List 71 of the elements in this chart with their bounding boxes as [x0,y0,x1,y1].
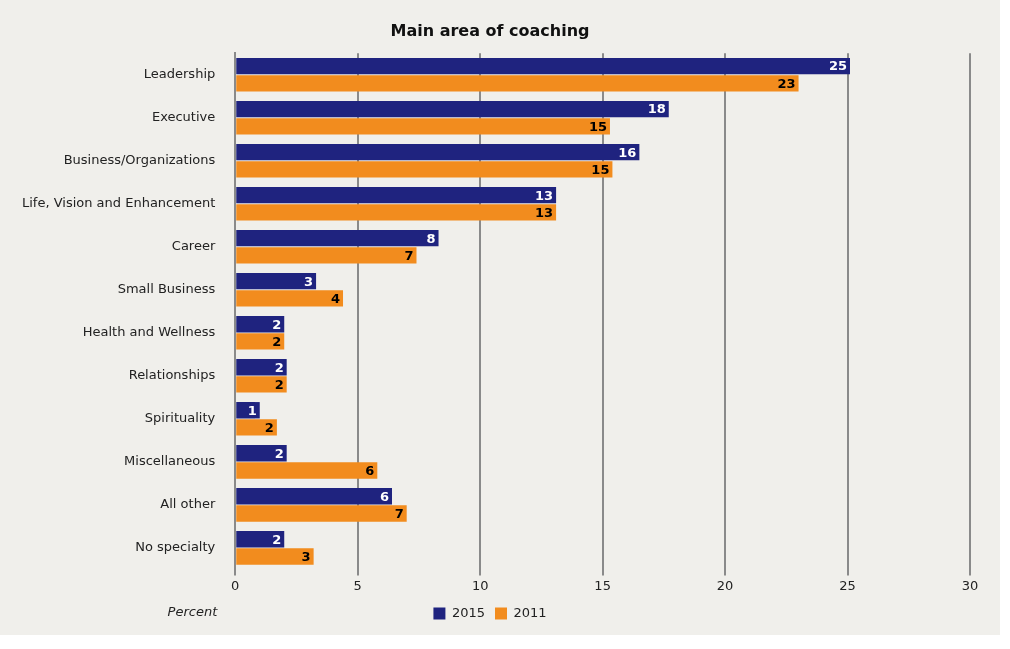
y-tick-label: Health and Wellness [82,324,216,340]
data-label: 3 [304,273,314,289]
bar [236,230,439,247]
data-label: 15 [591,161,610,177]
data-label: 25 [828,58,847,74]
data-label: 13 [535,204,554,220]
y-tick-label: Small Business [117,281,216,297]
bar [236,186,557,204]
bar [236,359,287,376]
bar [236,445,287,462]
bar [236,402,260,419]
x-tick-label: 15 [594,577,611,593]
bar [236,118,610,135]
data-label: 16 [618,144,637,160]
data-label: 1 [247,402,257,418]
bar [236,57,850,75]
bar [236,376,287,393]
bar [236,204,557,221]
y-tick-label: Executive [151,109,216,125]
y-tick-label: Career [171,238,216,254]
data-label: 2 [272,316,282,332]
chart-title: Main area of coaching [390,20,590,40]
data-label: 3 [301,548,311,564]
data-label: 6 [365,462,375,478]
y-tick-label: Life, Vision and Enhancement [21,195,216,211]
data-label: 2 [274,376,284,392]
data-label: 6 [379,488,389,504]
bar [236,419,277,436]
bar [236,100,669,118]
y-tick-label: Leadership [143,66,216,82]
y-tick-label: Relationships [128,367,216,383]
data-label: 2 [274,445,284,461]
y-tick-label: All other [160,496,216,512]
y-tick-label: Business/Organizations [63,152,216,168]
bar [236,548,314,565]
x-tick-label: 0 [231,577,240,593]
bar [236,161,613,178]
bar [236,488,392,505]
x-tick-label: 30 [961,577,979,593]
x-axis-title: Percent [167,604,219,620]
x-tick-label: 5 [353,577,362,593]
data-label: 4 [330,290,341,306]
bar [236,143,640,161]
legend-label: 2011 [513,604,547,620]
data-label: 8 [426,230,436,246]
bar [236,462,378,479]
data-label: 13 [535,187,554,203]
bar [236,531,285,548]
data-label: 18 [647,101,666,117]
data-label: 7 [404,247,414,263]
legend-label: 2015 [451,604,486,620]
data-label: 2 [272,531,282,547]
bar [236,505,407,522]
y-tick-label: Miscellaneous [124,453,216,469]
data-label: 2 [272,333,282,349]
data-label: 7 [394,505,404,521]
x-tick-label: 25 [839,577,856,593]
bar [236,290,344,307]
x-tick-label: 10 [471,577,489,593]
bar [236,75,799,92]
x-tick-label: 20 [716,577,734,593]
data-label: 15 [588,118,607,134]
data-label: 2 [264,419,274,435]
bar [236,273,317,290]
y-tick-label: Spirituality [144,410,216,426]
y-tick-label: No specialty [135,539,216,555]
data-label: 2 [274,359,284,375]
data-label: 23 [777,75,796,91]
bar [236,316,285,333]
bar [236,247,417,264]
bar [236,333,285,350]
